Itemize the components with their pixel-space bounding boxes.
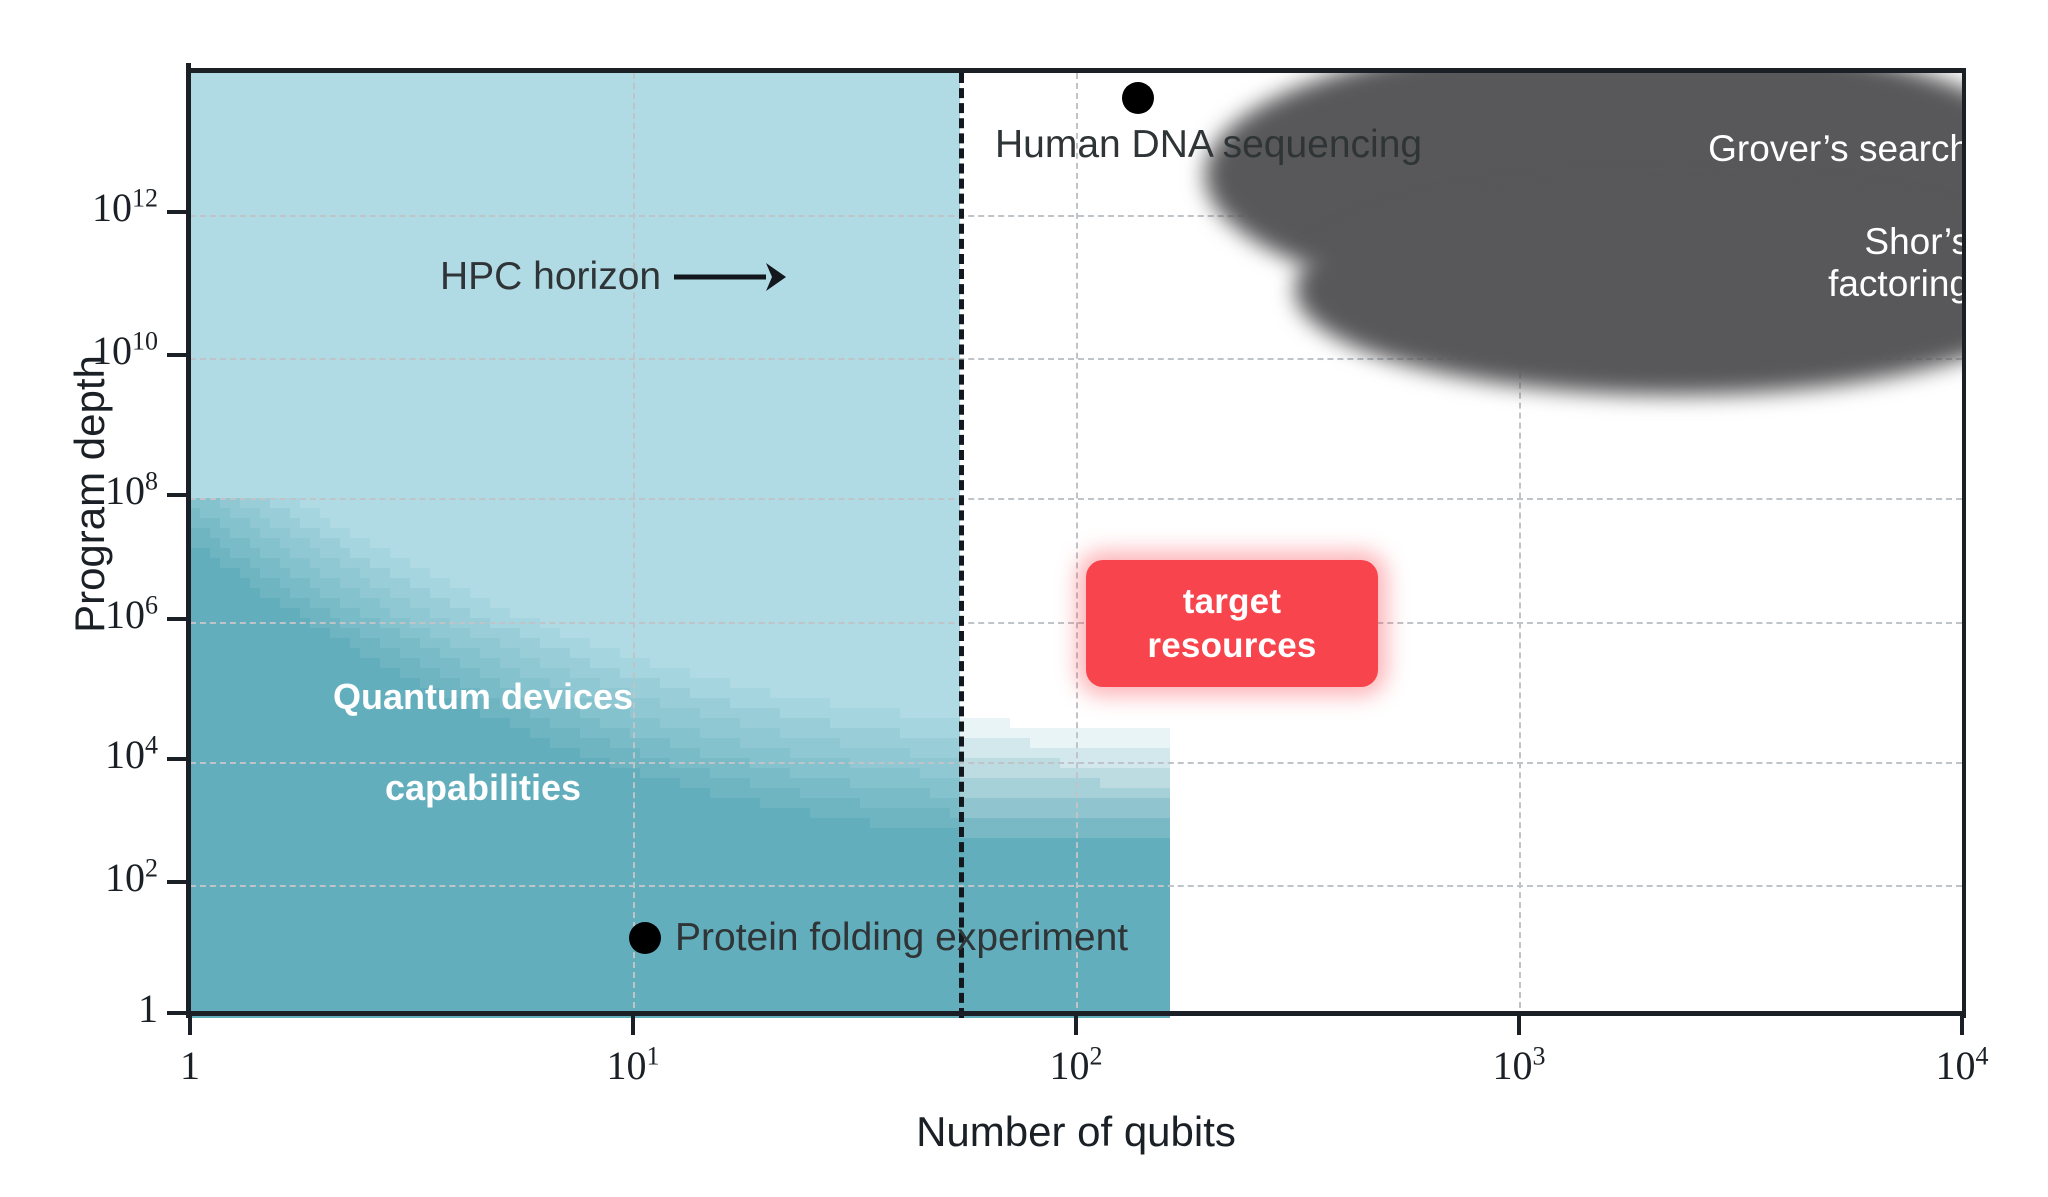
x-ticklabel-1e4-exponent: 4 [1975, 1041, 1989, 1071]
x-tick-1e2 [1074, 1013, 1078, 1035]
x-axis-title: Number of qubits [916, 1108, 1236, 1155]
protein-folding-label: Protein folding experiment [675, 916, 1129, 959]
gridline-y-1e8 [190, 498, 1962, 500]
y-ticklabel-1e8-mantissa: 10 [105, 468, 145, 513]
target-resources-line-1: target [1182, 582, 1282, 622]
x-ticklabel-1e1: 101 [606, 1043, 660, 1088]
x-tick-1e1 [631, 1013, 635, 1035]
shor-factoring-blob [1295, 185, 1962, 395]
x-ticklabel-1e1-exponent: 1 [646, 1041, 660, 1071]
y-axis-spine [186, 63, 191, 1018]
target-resources-callout[interactable]: target resources [1086, 560, 1378, 687]
x-tick-1e4 [1960, 1013, 1964, 1035]
x-ticklabel-1e2-exponent: 2 [1089, 1041, 1103, 1071]
y-ticklabel-1e6-exponent: 6 [145, 590, 158, 620]
shor-line-2: factoring [1828, 262, 1966, 304]
x-ticklabel-1e2-mantissa: 10 [1049, 1043, 1090, 1088]
human-dna-sequencing-label: Human DNA sequencing [995, 123, 1423, 166]
y-ticklabel-1e12-exponent: 12 [132, 183, 158, 213]
arrow-right-icon [674, 263, 787, 291]
x-ticklabel-1e1-mantissa: 10 [606, 1043, 647, 1088]
x-ticklabel-1e4: 104 [1935, 1043, 1989, 1088]
grover-search-label: Grover’s search [1708, 128, 1966, 169]
shor-factoring-label: Shor’s factoring [1210, 221, 1966, 305]
gridline-y-1e2 [190, 885, 1962, 887]
plot-area: Grover’s search Shor’s factoring target r… [190, 68, 1966, 1018]
y-axis-title: Program depth [66, 355, 113, 633]
capabilities-line-1: Quantum devices [332, 676, 634, 718]
y-tick-1e4 [167, 757, 189, 761]
y-tick-1e12 [167, 210, 189, 214]
gridline-x-10 [633, 73, 635, 1018]
y-ticklabel-1e4-mantissa: 10 [105, 732, 145, 777]
y-ticklabel-1e10-mantissa: 10 [92, 328, 132, 373]
y-ticklabel-1e10-exponent: 10 [132, 326, 158, 356]
gridline-y-1e10 [190, 358, 1962, 360]
gridline-y-1e6 [190, 622, 1962, 624]
y-ticklabel-1e4: 104 [105, 732, 158, 777]
y-ticklabel-1e2-exponent: 2 [145, 853, 158, 883]
y-ticklabel-1e8-exponent: 8 [145, 466, 158, 496]
x-ticklabel-1e3-mantissa: 10 [1492, 1043, 1533, 1088]
y-tick-1 [167, 1011, 189, 1015]
y-tick-1e8 [167, 493, 189, 497]
protein-folding-marker [629, 922, 661, 954]
y-tick-1e6 [167, 617, 189, 621]
capabilities-line-2: capabilities [384, 767, 582, 809]
y-ticklabel-1-mantissa: 1 [138, 986, 158, 1031]
y-ticklabel-1e2-mantissa: 10 [105, 855, 145, 900]
y-ticklabel-1e6-mantissa: 10 [105, 592, 145, 637]
target-resources-line-2: resources [1147, 625, 1317, 665]
hpc-horizon-annotation: HPC horizon [440, 255, 787, 299]
x-ticklabel-1: 1 [180, 1046, 200, 1086]
quantum-devices-capabilities-label: Quantum devices capabilities [203, 629, 763, 810]
x-ticklabel-1-mantissa: 1 [180, 1043, 200, 1088]
gridline-x-100 [1076, 73, 1078, 1018]
x-tick-1 [188, 1013, 192, 1035]
hpc-horizon-boundary [959, 73, 964, 1018]
shor-line-1: Shor’s [1864, 221, 1966, 262]
x-ticklabel-1e3: 103 [1492, 1043, 1546, 1088]
y-ticklabel-1e12-mantissa: 10 [92, 185, 132, 230]
y-ticklabel-1e8: 108 [105, 468, 158, 513]
y-ticklabel-1e10: 1010 [92, 328, 158, 373]
x-ticklabel-1e2: 102 [1049, 1043, 1103, 1088]
hpc-horizon-label: HPC horizon [440, 255, 662, 298]
quantum-capability-heatmap [190, 498, 1170, 1018]
y-ticklabel-1e6: 106 [105, 592, 158, 637]
y-ticklabel-1e4-exponent: 4 [145, 730, 158, 760]
x-tick-1e3 [1517, 1013, 1521, 1035]
gridline-x-1000 [1519, 73, 1521, 1018]
human-dna-sequencing-marker [1122, 82, 1154, 114]
y-ticklabel-1e12: 1012 [92, 185, 158, 230]
x-ticklabel-1e3-exponent: 3 [1532, 1041, 1546, 1071]
gridline-y-1e12 [190, 215, 1962, 217]
y-tick-1e2 [167, 880, 189, 884]
gridline-y-1e4 [190, 762, 1962, 764]
y-tick-1e10 [167, 353, 189, 357]
y-ticklabel-1e2: 102 [105, 855, 158, 900]
x-ticklabel-1e4-mantissa: 10 [1935, 1043, 1976, 1088]
y-ticklabel-1: 1 [138, 989, 158, 1029]
